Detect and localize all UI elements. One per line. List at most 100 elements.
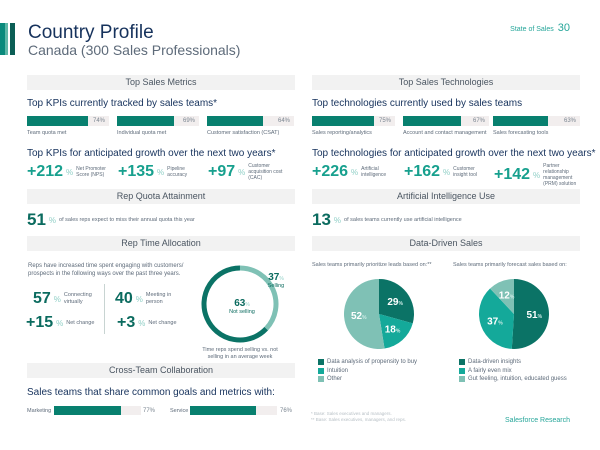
donut-text-selling: Selling xyxy=(267,283,285,289)
growth-tech: +142 % Partner relationship management (… xyxy=(494,163,579,187)
ai-use-stat: 13 % of sales teams currently use artifi… xyxy=(312,210,462,230)
growth-value: +135 xyxy=(118,163,155,180)
tech-bar-label: Sales forecasting tools xyxy=(493,130,549,136)
donut-label-selling: 37% Selling xyxy=(256,272,296,289)
growth-value: +162 xyxy=(404,163,441,180)
legend-item: Data analysis of propensity to buy xyxy=(318,358,417,367)
time-stat-value: +3 xyxy=(117,314,136,331)
tech-bar-value: 63% xyxy=(563,118,576,124)
stats-divider xyxy=(104,284,105,334)
collab-label: Service xyxy=(170,408,189,414)
brand-stripes xyxy=(0,23,16,55)
pie-slice xyxy=(379,314,413,349)
band-top-sales-technologies: Top Sales Technologies xyxy=(312,75,580,90)
collab-value: 77% xyxy=(143,408,156,414)
kpi-bar-2: 64% xyxy=(207,116,294,126)
legend-label: Other xyxy=(327,376,343,383)
time-stat-label: Connecting virtually xyxy=(63,292,92,305)
report-name: State of Sales xyxy=(510,26,554,33)
collab-bar-fill xyxy=(190,406,257,415)
growth-value: +226 xyxy=(312,163,349,180)
growth-pct: % xyxy=(533,170,541,180)
growth-kpi: +135 % Pipeline accuracy xyxy=(118,163,203,181)
tech-bar-value: 67% xyxy=(472,118,485,124)
growth-pct: % xyxy=(157,167,165,177)
pie2-legend: Data-driven insights A fairly even mix G… xyxy=(459,358,567,384)
pie-slice xyxy=(379,279,414,324)
legend-swatch xyxy=(459,376,465,383)
growth-value: +142 xyxy=(494,166,531,183)
pie-slice xyxy=(344,279,385,349)
tech-bar-label: Sales reporting/analytics xyxy=(312,130,372,136)
collab-label: Marketing xyxy=(27,408,52,414)
donut-label-not-selling: 63% Not selling xyxy=(222,298,262,315)
kpi-bar-label: Customer satisfaction (CSAT) xyxy=(207,130,280,136)
growth-tech: +226 % Artificial intelligence xyxy=(312,163,397,181)
time-stat-label: Meeting in person xyxy=(145,292,172,305)
donut-value-selling: 37 xyxy=(268,272,280,283)
rep-quota-value: 51 xyxy=(27,210,46,229)
growth-value: +212 xyxy=(27,163,64,180)
growth-label: Partner relationship management (PRM) so… xyxy=(543,163,577,187)
kpi-bar-fill xyxy=(117,116,174,126)
pie-slice xyxy=(490,279,514,314)
tech-bar-label: Account and contact management xyxy=(403,130,487,136)
pie-slice xyxy=(511,279,549,349)
page-number: 30 xyxy=(557,22,570,34)
kpi-bar-label: Team quota met xyxy=(27,130,67,136)
kpi-bar-value: 74% xyxy=(92,118,105,124)
time-stat: +3 % Net change xyxy=(117,314,180,332)
kpi-bar-0: 74% xyxy=(27,116,109,126)
time-stat-label: Net change xyxy=(148,319,177,326)
pie-forecasting: 51% 37% 12% xyxy=(479,279,549,349)
growth-kpi: +97 % Customer acquisition cost (CAC) xyxy=(208,163,284,181)
time-stat-pct: % xyxy=(135,294,143,304)
time-stat-pct: % xyxy=(56,318,64,328)
legend-swatch xyxy=(318,367,324,374)
legend-label: Intuition xyxy=(327,367,349,374)
pie-lead-prioritization: 29% 18% 52% xyxy=(344,279,414,349)
legend-item: A fairly even mix xyxy=(459,367,567,376)
donut-segment-not-selling xyxy=(201,265,269,343)
growth-tech-heading: Top technologies for anticipated growth … xyxy=(312,148,596,159)
rep-time-intro: Reps have increased time spent engaging … xyxy=(28,263,184,277)
band-ai-use: Artificial Intelligence Use xyxy=(312,189,580,204)
time-stat-value: 57 xyxy=(33,290,51,307)
pie-slice-label: 37% xyxy=(487,316,503,327)
time-stat-pct: % xyxy=(53,294,61,304)
collab-bar-fill xyxy=(54,406,121,415)
kpi-bar-value: 64% xyxy=(277,118,290,124)
rep-quota-text: of sales reps expect to miss their annua… xyxy=(59,217,195,223)
band-rep-quota: Rep Quota Attainment xyxy=(27,189,295,204)
donut-value-not-selling: 63 xyxy=(234,298,246,309)
tech-bar-fill xyxy=(403,116,461,126)
growth-label: Customer insight tool xyxy=(453,166,478,178)
legend-label: Data analysis of propensity to buy xyxy=(327,359,418,366)
pie1-legend: Data analysis of propensity to buy Intui… xyxy=(318,358,417,384)
band-data-driven: Data-Driven Sales xyxy=(312,236,580,251)
time-stat: 57 % Connecting virtually xyxy=(33,290,96,308)
band-rep-time: Rep Time Allocation xyxy=(27,236,295,251)
donut-caption: Time reps spend selling vs. not selling … xyxy=(202,347,278,360)
pie-slice-label: 12% xyxy=(499,291,515,302)
pie-slice-label: 29% xyxy=(387,297,403,308)
ai-use-pct: % xyxy=(333,215,342,225)
collab-bar-marketing xyxy=(54,406,141,415)
pie-slice-label: 51% xyxy=(527,310,543,321)
donut-segment-selling xyxy=(239,265,279,331)
legend-item: Gut feeling, intuition, educated guess xyxy=(459,375,567,384)
legend-label: Gut feeling, intuition, educated guess xyxy=(468,376,567,383)
collab-value: 76% xyxy=(280,408,293,414)
time-stat-label: Net change xyxy=(66,319,95,326)
growth-pct: % xyxy=(351,167,359,177)
footnotes: * Base: Sales executives and managers. *… xyxy=(311,411,406,423)
growth-tech: +162 % Customer insight tool xyxy=(404,163,489,181)
legend-label: A fairly even mix xyxy=(468,367,512,374)
tech-bar-1: 67% xyxy=(403,116,489,126)
tech-bar-value: 75% xyxy=(378,118,391,124)
time-stat-value: +15 xyxy=(26,314,54,331)
pie1-caption: Sales teams primarily prioritize leads b… xyxy=(312,262,432,268)
kpi-bar-fill xyxy=(207,116,263,126)
time-stat-value: 40 xyxy=(115,290,133,307)
growth-label: Artificial intelligence xyxy=(361,166,387,178)
